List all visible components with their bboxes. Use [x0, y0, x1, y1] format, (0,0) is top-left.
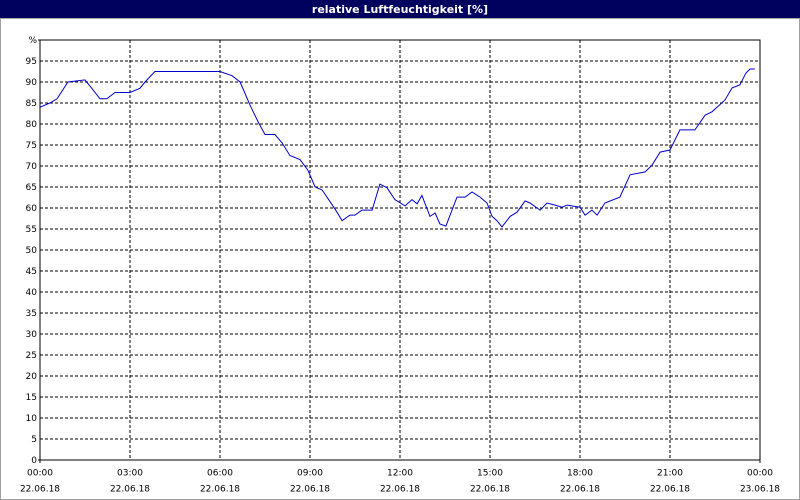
data-line: [39, 68, 755, 228]
y-tick-label: 10: [26, 414, 38, 424]
y-tick-label: 60: [26, 204, 38, 214]
x-tick-label: 15:00: [477, 469, 503, 479]
y-tick-label: 30: [26, 330, 38, 340]
x-tick-label: 00:00: [27, 469, 53, 479]
x-tick-label: 21:00: [657, 469, 683, 479]
y-tick-label: 0: [31, 456, 37, 466]
y-tick-label: 5: [31, 435, 37, 445]
y-tick-label: 95: [26, 57, 37, 67]
y-tick-label: 45: [26, 267, 37, 277]
y-tick-label: 35: [26, 309, 37, 319]
y-tick-label: 20: [26, 372, 38, 382]
x-tick-date: 22.06.18: [470, 485, 510, 495]
x-tick-date: 22.06.18: [560, 485, 600, 495]
y-tick-label: 90: [26, 78, 38, 88]
y-tick-label: 75: [26, 141, 37, 151]
y-tick-label: 15: [26, 393, 37, 403]
x-tick-date: 22.06.18: [290, 485, 330, 495]
x-tick-label: 06:00: [207, 469, 233, 479]
x-tick-date: 22.06.18: [380, 485, 420, 495]
y-tick-label: 55: [26, 225, 37, 235]
y-tick-label: 85: [26, 99, 37, 109]
title-bar: [0, 0, 800, 18]
y-tick-label: 80: [26, 120, 38, 130]
x-tick-label: 00:00: [747, 469, 773, 479]
x-tick-label: 18:00: [567, 469, 593, 479]
y-tick-label: %: [28, 36, 37, 46]
x-tick-label: 09:00: [297, 469, 323, 479]
x-tick-label: 12:00: [387, 469, 413, 479]
y-tick-label: 40: [26, 288, 38, 298]
plot-border: [39, 39, 761, 461]
x-tick-date: 22.06.18: [20, 485, 60, 495]
x-tick-date: 22.06.18: [110, 485, 150, 495]
chart-title: relative Luftfeuchtigkeit [%]: [312, 3, 488, 16]
y-tick-label: 70: [26, 162, 38, 172]
y-tick-label: 65: [26, 183, 37, 193]
x-tick-date: 23.06.18: [740, 485, 780, 495]
x-tick-label: 03:00: [117, 469, 143, 479]
y-tick-label: 50: [26, 246, 38, 256]
y-tick-label: 25: [26, 351, 37, 361]
x-tick-date: 22.06.18: [650, 485, 690, 495]
x-tick-date: 22.06.18: [200, 485, 240, 495]
